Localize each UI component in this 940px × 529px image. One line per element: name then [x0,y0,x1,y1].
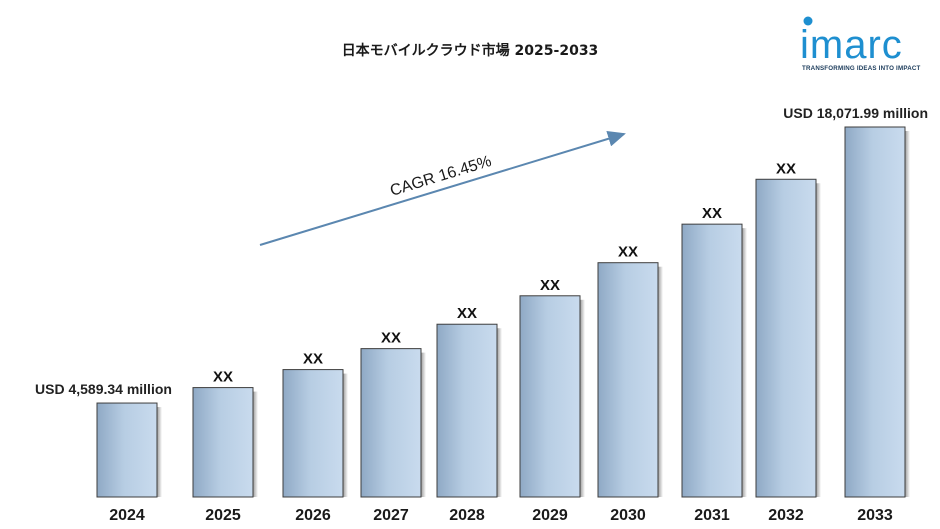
bar-2024 [96,402,158,498]
x-tick-label: 2030 [610,507,646,524]
data-label: XX [457,305,477,322]
x-tick-label: 2027 [373,507,409,524]
bar-shadow [905,131,910,497]
bar-shadow [580,299,585,497]
bar-2028 [436,323,498,498]
logo-dot-icon [803,16,813,26]
bar-shadow [497,328,502,497]
data-label: XX [776,160,796,177]
data-label: XX [702,205,722,222]
data-label: XX [303,351,323,368]
bar-shadow [816,183,821,497]
x-tick-label: 2033 [857,507,893,524]
data-label: USD 18,071.99 million [783,105,928,121]
bar-2033 [844,126,906,498]
data-label: XX [540,277,560,294]
bar-2030 [597,262,659,498]
bar-shadow [421,352,426,497]
cagr-arrow [259,131,626,246]
x-tick-label: 2028 [449,507,485,524]
bar-shadow [253,391,258,497]
data-label: XX [213,369,233,386]
logo-tagline: TRANSFORMING IDEAS INTO IMPACT [802,65,921,72]
x-tick-label: 2024 [109,507,145,524]
x-tick-label: 2032 [768,507,804,524]
data-label: XX [618,244,638,261]
bar-shadow [742,228,747,497]
x-tick-label: 2031 [694,507,730,524]
data-label: USD 4,589.34 million [35,381,172,397]
x-tick-label: 2025 [205,507,241,524]
bar-shadow [157,407,162,497]
x-tick-label: 2029 [532,507,568,524]
logo-wordmark: imarc [800,23,903,67]
bar-shadow [658,266,663,497]
x-tick-label: 2026 [295,507,331,524]
imarc-logo: imarc TRANSFORMING IDEAS INTO IMPACT [800,16,921,72]
bar-shadow [343,373,348,497]
data-label: XX [381,330,401,347]
bar-2027 [360,348,422,498]
chart-title: 日本モバイルクラウド市場 2025-2033 [342,42,599,59]
bar-2026 [282,369,344,498]
bar-2029 [519,295,581,498]
bar-2025 [192,387,254,498]
bars-group: 2024 USD 4,589.34 million 2025 XX 2026 XX 2027… [35,105,928,524]
bar-2032 [755,178,817,498]
cagr-label: CAGR 16.45% [388,153,493,200]
bar-2031 [681,223,743,498]
